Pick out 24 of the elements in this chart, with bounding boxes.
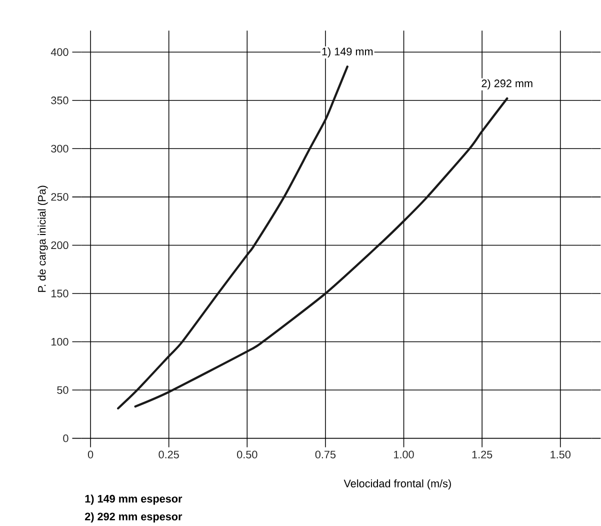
x-tick-label: 0.50 xyxy=(237,450,258,458)
line-series xyxy=(117,65,348,410)
y-tick-label: 50 xyxy=(57,386,68,394)
x-tick-label: 0 xyxy=(88,450,94,458)
y-tick-label: 200 xyxy=(51,241,68,249)
y-axis-title: P. de carga inicial (Pa) xyxy=(38,186,48,292)
x-axis-title: Velocidad frontal (m/s) xyxy=(344,479,451,490)
x-tick-label: 0.25 xyxy=(158,450,179,458)
y-tick-label: 350 xyxy=(51,96,68,104)
x-tick-label: 0.75 xyxy=(315,450,336,458)
y-tick-label: 0 xyxy=(63,434,68,442)
text: 2) 292 mm espesor xyxy=(84,512,182,522)
y-tick-label: 250 xyxy=(51,192,68,201)
x-tick-label: 1.25 xyxy=(472,450,492,458)
y-tick-label: 100 xyxy=(51,338,68,346)
x-tick-label: 1.50 xyxy=(550,450,570,458)
x-tick-label: 1.00 xyxy=(394,450,414,458)
series-label: 2) 292 mm xyxy=(482,79,532,90)
y-tick-label: 300 xyxy=(51,144,68,152)
series-label: 1) 149 mm xyxy=(322,47,373,58)
text: 1) 149 mm espesor xyxy=(85,494,182,505)
line-series xyxy=(134,97,508,408)
y-tick-label: 150 xyxy=(51,289,68,298)
y-tick-label: 400 xyxy=(50,48,68,56)
